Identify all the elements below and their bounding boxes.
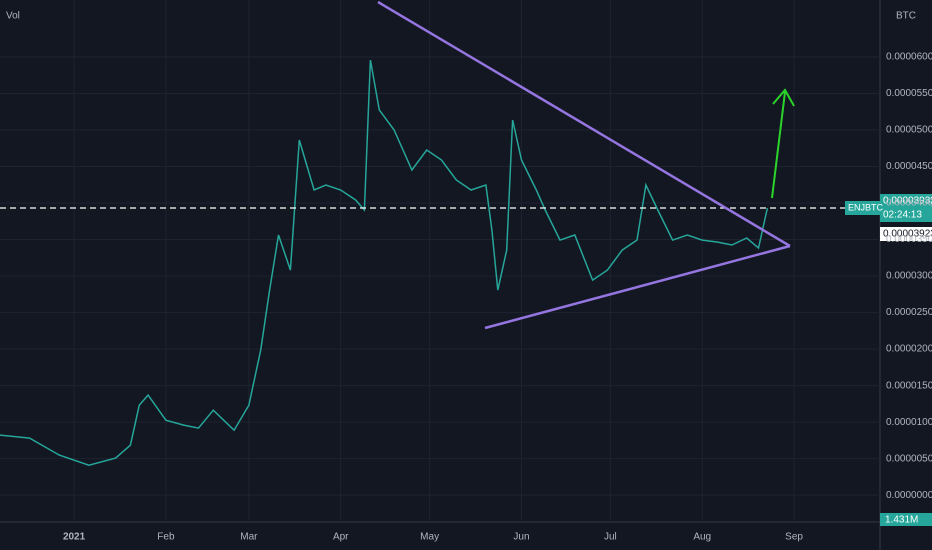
volume-tag [880,513,932,526]
arrow-head [772,88,795,107]
currency-label: BTC [896,11,916,22]
volume-label: Vol [6,11,20,22]
last-price-tag [880,194,932,222]
x-tick-label: Aug [693,532,711,543]
x-tick-label: Sep [785,532,803,543]
x-tick-label: Feb [157,532,175,543]
secondary-price-label: 0.00003923 [883,229,932,240]
x-tick-label: Jun [513,532,529,543]
plot [0,59,880,466]
price-line [0,59,769,466]
triangle-lower [484,244,791,330]
x-tick-label: Jul [604,532,617,543]
symbol-tag [845,201,880,215]
x-tick-label: 2021 [63,532,86,543]
y-tick-label: 0.00006000 [886,52,932,63]
arrow-shaft [771,91,786,199]
x-tick-label: Apr [333,532,349,543]
secondary-price-tag [880,227,932,241]
triangle-upper [377,0,791,248]
countdown: 02:24:13 [883,210,922,221]
volume-tag-label: 1.431M [885,515,918,526]
last-price-label: 0.00003932 [883,196,932,207]
x-tick-label: Mar [240,532,258,543]
x-tick-label: May [420,532,439,543]
symbol-label: ENJBTC [848,202,884,212]
grid [0,0,880,520]
